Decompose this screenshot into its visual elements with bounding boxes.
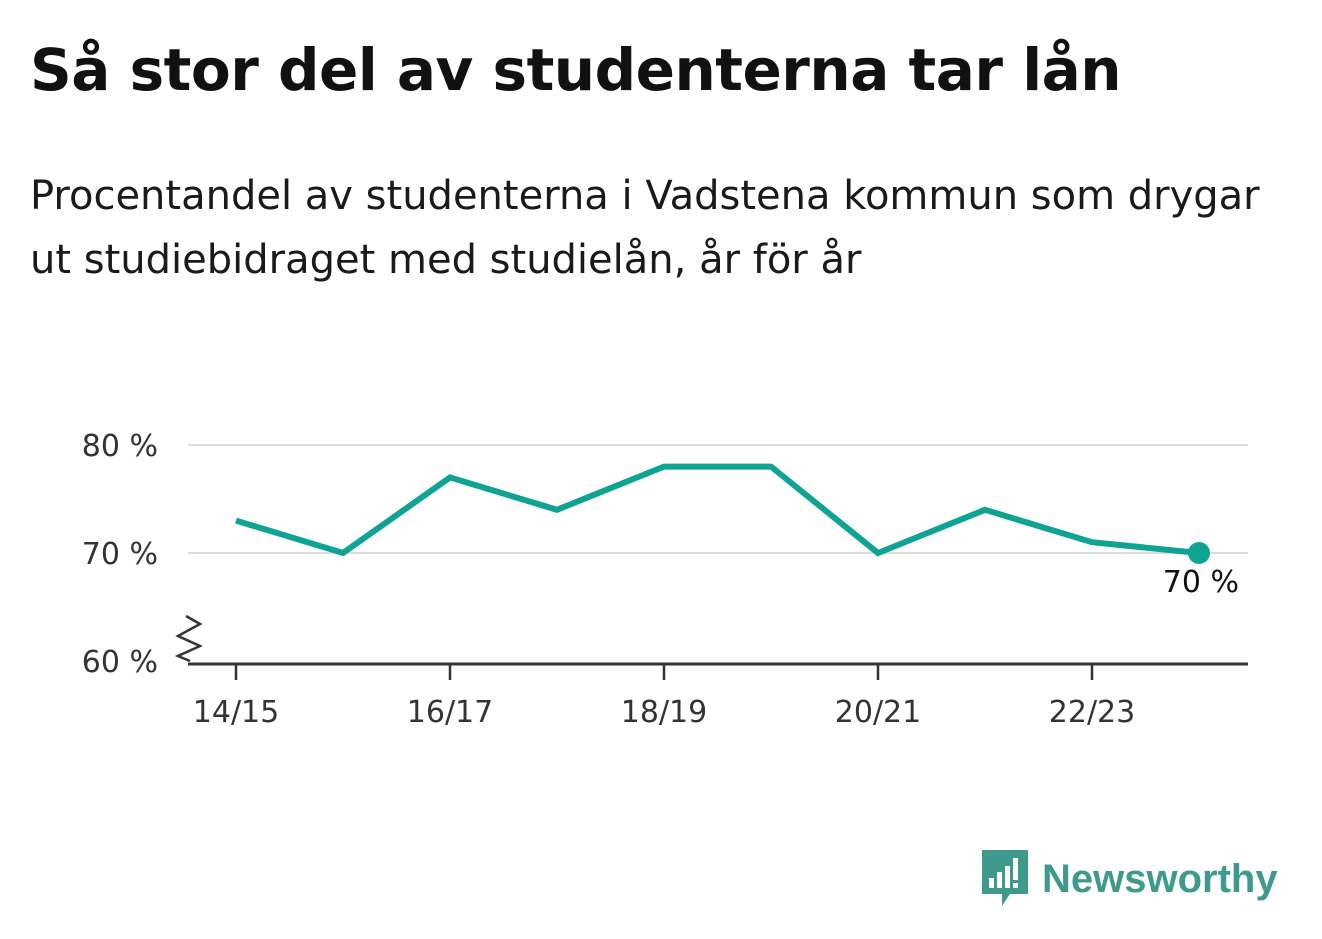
end-value-label: 70 % <box>1163 565 1239 600</box>
series-line <box>235 463 1200 557</box>
chart-subtitle: Procentandel av studenterna i Vadstena k… <box>30 173 1260 283</box>
y-tick-label: 60 % <box>82 645 158 680</box>
end-point <box>1188 542 1210 564</box>
brand-logo: Newsworthy <box>980 848 1278 910</box>
x-tick-label: 22/23 <box>1049 695 1135 730</box>
newsworthy-logo-icon <box>982 850 1028 906</box>
axis-break-icon <box>174 614 204 663</box>
y-tick-label: 70 % <box>82 537 158 572</box>
chart-title: Så stor del av studenterna tar lån <box>30 36 1122 104</box>
y-tick-label: 80 % <box>82 429 158 464</box>
x-tick-label: 16/17 <box>407 695 493 730</box>
brand-name: Newsworthy <box>1042 856 1278 901</box>
x-tick-label: 18/19 <box>621 695 707 730</box>
x-tick-label: 20/21 <box>835 695 921 730</box>
x-tick-label: 14/15 <box>193 695 279 730</box>
